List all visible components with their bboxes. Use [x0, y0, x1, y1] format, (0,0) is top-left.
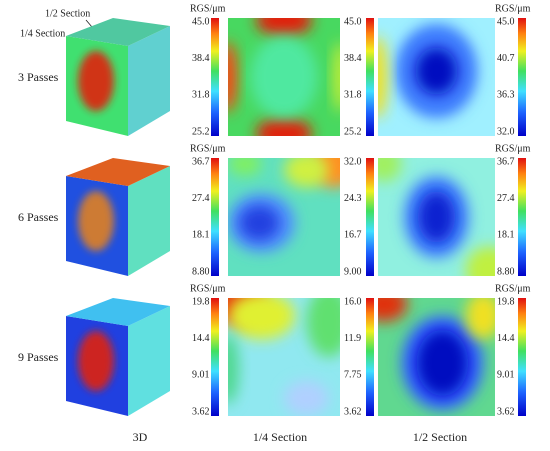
heatmap-blob: [239, 205, 280, 241]
annotation: 1/2 Section: [45, 8, 90, 19]
colorbar-tick-label: 18.1: [192, 230, 210, 241]
colorbar-tick-label: 25.2: [192, 126, 210, 137]
colorbar: [211, 18, 219, 136]
colorbar: [518, 18, 526, 136]
colorbar-tick-label: 45.0: [497, 16, 515, 27]
heatmap-blob: [306, 298, 340, 357]
colorbar-unit: RGS/μm: [190, 3, 226, 14]
heatmap-blob: [416, 329, 469, 396]
colorbar-tick-label: 32.0: [497, 126, 515, 137]
colorbar-tick-label: 14.4: [192, 333, 210, 344]
colorbar-tick-label: 38.4: [192, 53, 210, 64]
colorbar-tick-label: 3.62: [497, 406, 515, 417]
colorbar: [518, 158, 526, 276]
colorbar-tick-label: 27.4: [497, 193, 515, 204]
cube-side: [128, 306, 170, 416]
heatmap: [378, 158, 495, 276]
colorbar-tick-label: 31.8: [344, 90, 362, 101]
colorbar-tick-label: 14.4: [497, 333, 515, 344]
colorbar-unit: RGS/μm: [495, 3, 531, 14]
heatmap-blob: [378, 35, 388, 119]
colorbar-tick-label: 19.8: [192, 296, 210, 307]
colorbar: [211, 158, 219, 276]
colorbar-tick-label: 16.7: [344, 230, 362, 241]
heatmap-blob: [465, 298, 495, 340]
colorbar-tick-label: 8.80: [192, 266, 210, 277]
annotation: 1/4 Section: [20, 28, 65, 39]
column-label: 1/4 Section: [253, 430, 307, 444]
heatmap-blob: [256, 18, 312, 37]
colorbar-unit: RGS/μm: [190, 283, 226, 294]
heatmap-blob: [228, 41, 237, 113]
cube-side: [128, 26, 170, 136]
colorbar-tick-label: 27.4: [192, 193, 210, 204]
cube-patch: [78, 191, 114, 251]
colorbar-tick-label: 25.2: [344, 126, 362, 137]
heatmap-blob: [415, 47, 458, 95]
colorbar-tick-label: 11.9: [344, 333, 361, 344]
heatmap-blob: [228, 298, 296, 340]
row-label: 6 Passes: [18, 210, 59, 224]
colorbar: [366, 18, 374, 136]
colorbar-tick-label: 32.0: [344, 156, 362, 167]
heatmap-blob: [284, 158, 329, 188]
colorbar-tick-label: 9.00: [344, 266, 362, 277]
heatmap-blob: [417, 191, 456, 243]
colorbar-tick-label: 19.8: [497, 296, 515, 307]
heatmap-blob: [465, 246, 495, 276]
colorbar-tick-label: 45.0: [192, 16, 210, 27]
colorbar: [518, 298, 526, 416]
cube: [66, 298, 170, 416]
column-label: 1/2 Section: [413, 430, 467, 444]
cube: [66, 18, 170, 136]
colorbar-tick-label: 31.8: [192, 90, 210, 101]
colorbar-unit: RGS/μm: [495, 283, 531, 294]
cube-patch: [78, 51, 114, 111]
heatmap-blob: [228, 158, 262, 176]
cube-top: [66, 298, 170, 326]
row-label: 3 Passes: [18, 70, 59, 84]
heatmap-blob: [333, 41, 340, 113]
heatmap-blob: [378, 298, 408, 322]
heatmap-blob: [228, 333, 240, 405]
colorbar-tick-label: 8.80: [497, 266, 515, 277]
heatmap: [378, 298, 495, 416]
heatmap: [228, 298, 340, 416]
colorbar-unit: RGS/μm: [495, 143, 531, 154]
colorbar-tick-label: 7.75: [344, 370, 362, 381]
colorbar-tick-label: 3.62: [192, 406, 210, 417]
colorbar-tick-label: 36.7: [192, 156, 210, 167]
colorbar-unit: RGS/μm: [190, 143, 226, 154]
row-label: 9 Passes: [18, 350, 59, 364]
colorbar-tick-label: 16.0: [344, 296, 362, 307]
colorbar: [366, 158, 374, 276]
colorbar-tick-label: 36.3: [497, 90, 515, 101]
heatmap: [228, 158, 340, 276]
heatmap: [228, 18, 340, 136]
heatmap-blob: [250, 35, 318, 119]
cube-side: [128, 166, 170, 276]
colorbar-tick-label: 18.1: [497, 230, 515, 241]
colorbar-tick-label: 36.7: [497, 156, 515, 167]
cube: [66, 158, 170, 276]
colorbar-tick-label: 45.0: [344, 16, 362, 27]
heatmap-blob: [256, 117, 312, 136]
colorbar-tick-label: 3.62: [344, 406, 362, 417]
colorbar: [211, 298, 219, 416]
column-label: 3D: [133, 430, 148, 444]
colorbar-tick-label: 38.4: [344, 53, 362, 64]
colorbar-tick-label: 9.01: [192, 370, 210, 381]
colorbar-tick-label: 40.7: [497, 53, 515, 64]
cube-top: [66, 158, 170, 186]
heatmap-blob: [378, 158, 402, 182]
cube-patch: [78, 331, 114, 391]
colorbar-tick-label: 24.3: [344, 193, 362, 204]
cube-top: [66, 18, 170, 46]
colorbar-tick-label: 9.01: [497, 370, 515, 381]
heatmap-blob: [284, 380, 329, 416]
colorbar: [366, 298, 374, 416]
heatmap: [378, 18, 495, 136]
